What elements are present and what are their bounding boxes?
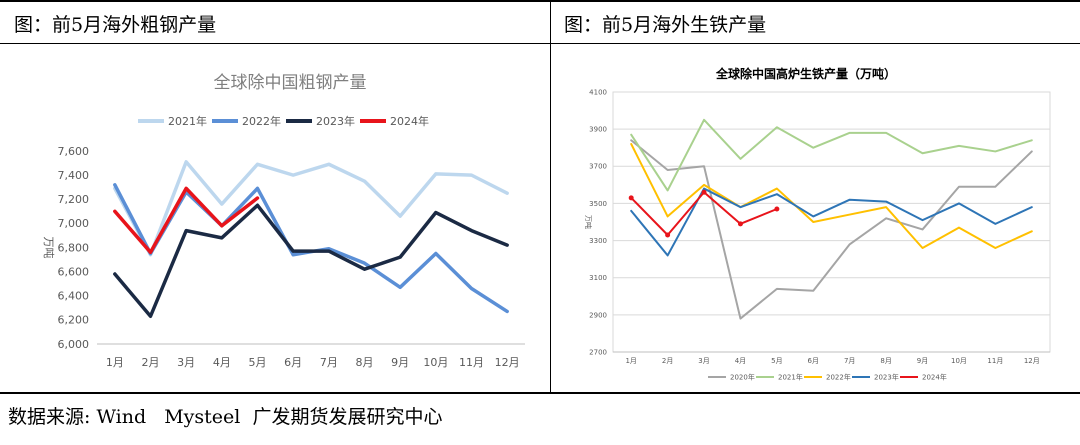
top-rule: [0, 0, 1080, 2]
right-panel-header: 图：前5月海外生铁产量: [550, 0, 1080, 44]
y-tick-label: 3500: [589, 200, 607, 208]
series-marker: [628, 195, 634, 201]
y-tick-label: 7,600: [58, 145, 90, 158]
y-tick-label: 6,600: [58, 265, 90, 278]
y-axis-label: 万吨: [42, 237, 55, 259]
x-tick-label: 12月: [495, 356, 520, 369]
x-tick-label: 8月: [356, 356, 374, 369]
legend-label: 2024年: [390, 114, 429, 128]
y-tick-label: 2700: [589, 348, 607, 356]
chart-title: 全球除中国高炉生铁产量（万吨）: [715, 66, 896, 81]
y-tick-label: 7,400: [58, 169, 90, 182]
x-tick-label: 7月: [320, 356, 338, 369]
x-tick-label: 11月: [987, 357, 1003, 365]
y-axis-label: 万吨: [584, 215, 593, 229]
x-tick-label: 9月: [391, 356, 409, 369]
y-tick-label: 4100: [589, 88, 607, 96]
x-tick-label: 5月: [771, 357, 782, 365]
right-panel-title: 图：前5月海外生铁产量: [564, 14, 767, 36]
series-line-2023年: [113, 203, 509, 319]
y-tick-label: 7,200: [58, 193, 90, 206]
x-tick-label: 10月: [423, 356, 448, 369]
legend-label: 2023年: [874, 372, 899, 381]
left-panel-header: 图：前5月海外粗钢产量: [0, 0, 550, 44]
y-tick-label: 7,000: [58, 217, 90, 230]
x-tick-label: 6月: [284, 356, 302, 369]
x-tick-label: 9月: [917, 357, 928, 365]
series-line-2022年: [113, 183, 509, 314]
series-line-2023年: [630, 187, 1033, 257]
x-tick-label: 5月: [249, 356, 267, 369]
x-tick-label: 8月: [880, 357, 891, 365]
bottom-rule: [0, 392, 1080, 394]
x-tick-label: 7月: [844, 357, 855, 365]
y-tick-label: 3900: [589, 126, 607, 134]
legend-label: 2021年: [168, 114, 207, 128]
left-panel-title: 图：前5月海外粗钢产量: [14, 14, 217, 36]
x-tick-label: 6月: [808, 357, 819, 365]
series-line-2021年: [630, 118, 1033, 192]
x-tick-label: 11月: [459, 356, 484, 369]
y-tick-label: 6,400: [58, 290, 90, 303]
pig-iron-chart: 全球除中国高炉生铁产量（万吨） 2700 2900 3100 3300 3500 3700 3…: [584, 66, 1051, 381]
legend-label: 2022年: [826, 372, 851, 381]
series-line-2022年: [630, 143, 1033, 249]
x-tick-label: 10月: [951, 357, 967, 365]
crude-steel-chart: 全球除中国粗钢产量 6,000 6,200 6,400 6,600 6,800 7,000 7…: [42, 73, 525, 369]
series-marker: [701, 189, 707, 195]
series-marker: [737, 221, 743, 227]
y-tick-label: 6,000: [58, 338, 90, 351]
x-tick-label: 2月: [662, 357, 673, 365]
left-panel: 图：前5月海外粗钢产量 全球除中国粗钢产量 6,000 6,200 6,400 6,60…: [0, 0, 550, 392]
series-line-2021年: [113, 160, 509, 257]
x-tick-label: 2月: [142, 356, 160, 369]
y-tick-label: 2900: [589, 311, 607, 319]
x-tick-label: 4月: [213, 356, 231, 369]
y-tick-label: 6,800: [58, 241, 90, 254]
legend-label: 2021年: [778, 372, 803, 381]
series-marker: [774, 206, 780, 212]
source-note: 数据来源: Wind Mysteel 广发期货发展研究中心: [8, 406, 443, 428]
series-line-2024年: [113, 186, 260, 255]
right-panel: 图：前5月海外生铁产量 全球除中国高炉生铁产量（万吨） 2700 2900 3100 3…: [550, 0, 1080, 392]
x-tick-label: 3月: [177, 356, 195, 369]
x-tick-label: 4月: [735, 357, 746, 365]
legend-label: 2020年: [730, 372, 755, 381]
series-marker: [665, 232, 671, 238]
panel-divider: [550, 0, 551, 392]
legend-label: 2022年: [242, 114, 281, 128]
legend-label: 2024年: [922, 372, 947, 381]
y-tick-label: 3300: [589, 237, 607, 245]
y-tick-label: 3700: [589, 163, 607, 171]
chart-title: 全球除中国粗钢产量: [214, 73, 367, 93]
x-tick-label: 1月: [625, 357, 636, 365]
legend-label: 2023年: [316, 114, 355, 128]
x-tick-label: 1月: [106, 356, 124, 369]
x-tick-label: 12月: [1024, 357, 1040, 365]
series-line-2020年: [630, 139, 1033, 320]
x-tick-label: 3月: [698, 357, 709, 365]
y-tick-label: 6,200: [58, 314, 90, 327]
y-tick-label: 3100: [589, 274, 607, 282]
